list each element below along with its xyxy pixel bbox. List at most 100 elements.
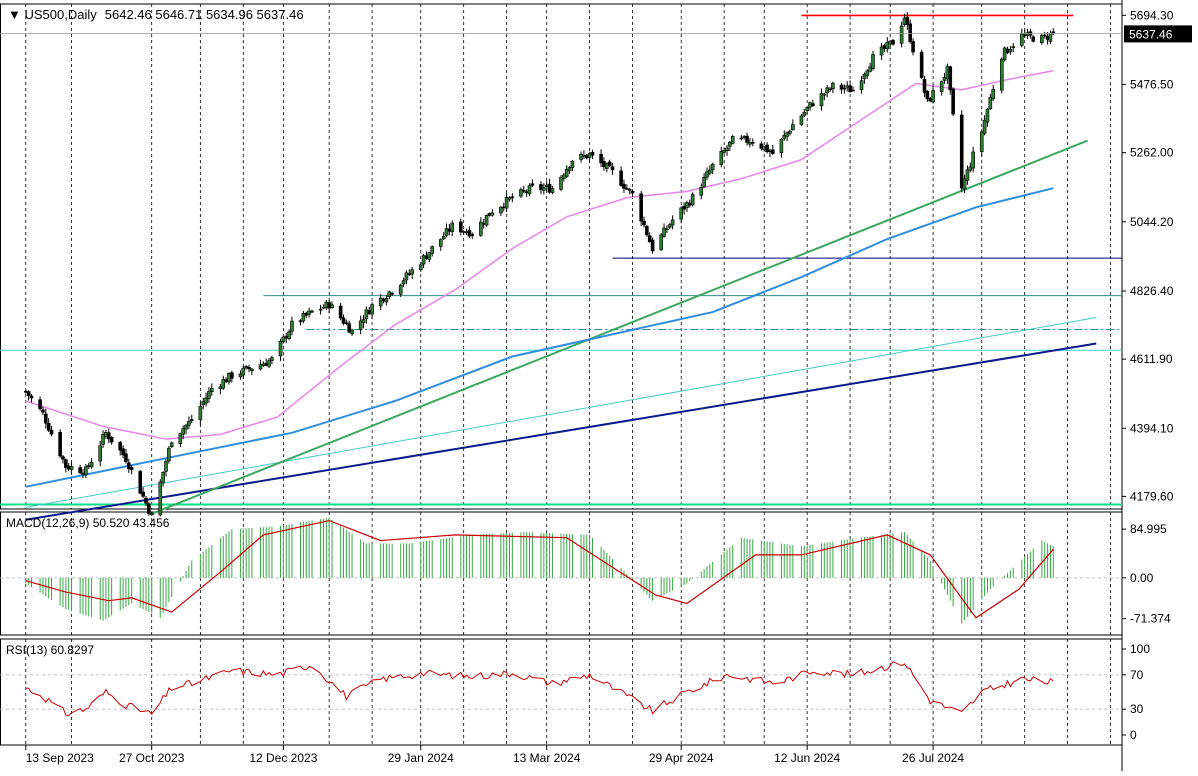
candle-body (679, 207, 684, 220)
candle-body (244, 366, 248, 369)
candle-body (23, 390, 28, 393)
candle-body (645, 226, 649, 236)
candle-body (825, 87, 829, 94)
candle-body (1022, 34, 1027, 37)
candle-body (630, 190, 635, 194)
trendline (151, 139, 1089, 515)
candle-body (198, 406, 203, 420)
candle-body (779, 138, 784, 154)
candle-body (118, 442, 123, 451)
candle-body (530, 183, 535, 186)
candle-body (189, 419, 194, 421)
candle-body (519, 189, 523, 197)
candle-body (358, 320, 363, 330)
candle-body (685, 202, 689, 208)
candle-body (559, 176, 563, 190)
candle-body (43, 413, 48, 424)
candle-body (542, 187, 546, 191)
candle-body (49, 429, 54, 435)
candle-body (201, 401, 206, 405)
candle-body (665, 228, 669, 231)
candle-body (464, 231, 469, 234)
candle-body (905, 16, 910, 25)
candle-body (791, 124, 795, 130)
candle-body (991, 89, 995, 100)
candle-body (610, 166, 615, 171)
candle-body (149, 513, 154, 516)
y-tick-label: 4394.10 (1130, 421, 1174, 435)
candle-body (570, 160, 575, 168)
candle-body (470, 234, 475, 236)
candle-body (424, 255, 429, 259)
candle-body (1048, 33, 1053, 42)
candle-body (619, 170, 623, 186)
candle-body (951, 88, 955, 115)
y-tick-label: 5476.50 (1130, 78, 1174, 92)
macd-y-tick-label: 84.995 (1130, 522, 1167, 536)
candle-body (444, 228, 449, 236)
candle-body (622, 183, 626, 189)
y-tick-label: 4611.90 (1130, 352, 1173, 366)
candle-body (58, 431, 62, 457)
candle-body (650, 239, 655, 252)
x-tick-label: 27 Oct 2023 (119, 751, 185, 765)
candle-body (965, 169, 970, 181)
candle-body (364, 309, 369, 319)
candle-body (728, 141, 732, 147)
candle-body (441, 236, 446, 240)
candle-body (759, 143, 764, 149)
candle-body (247, 367, 251, 370)
candle-body (461, 231, 466, 233)
candle-body (66, 465, 71, 470)
x-tick-label: 12 Jun 2024 (774, 751, 840, 765)
candle-body (690, 194, 695, 206)
candle-body (745, 135, 749, 143)
y-tick-label: 4179.60 (1130, 489, 1174, 503)
candle-body (164, 461, 168, 472)
candle-body (64, 459, 68, 468)
candle-body (267, 360, 271, 367)
candle-body (304, 312, 309, 316)
candle-body (479, 221, 483, 236)
rsi-y-tick-label: 70 (1130, 668, 1144, 682)
candle-body (187, 421, 191, 426)
candle-body (682, 205, 686, 210)
chart-header: ▼ US500,Daily 5642.46 5646.71 5634.96 563… (8, 7, 304, 22)
candle-body (499, 206, 503, 214)
candle-body (204, 397, 208, 404)
candle-body (410, 269, 414, 275)
candle-body (808, 102, 812, 108)
candle-body (521, 189, 526, 192)
candle-body (181, 428, 185, 435)
candle-body (925, 91, 930, 100)
candle-body (842, 87, 847, 90)
candle-body (805, 107, 809, 111)
header-title: US500,Daily (24, 7, 97, 22)
candle-body (625, 187, 629, 190)
candle-body (670, 219, 675, 226)
candle-body (1045, 36, 1050, 40)
candle-body (1031, 36, 1036, 42)
candle-body (78, 467, 82, 474)
candle-body (207, 391, 211, 399)
x-tick-label: 13 Mar 2024 (513, 751, 581, 765)
rsi-line (25, 660, 1054, 717)
candle-body (484, 215, 489, 226)
candle-body (971, 151, 975, 169)
y-tick-label: 4826.40 (1130, 284, 1174, 298)
candle-body (968, 166, 973, 171)
candle-body (421, 255, 426, 265)
candle-body (450, 222, 455, 232)
candle-body (1040, 35, 1044, 44)
candle-body (939, 81, 944, 92)
candle-body (109, 436, 114, 443)
candle-body (184, 424, 188, 430)
candle-body (221, 379, 226, 389)
axis-layer: 13 Sep 2023 27 Oct 2023 12 Dec 2023 29 Jan … (25, 8, 1192, 765)
candle-body (490, 212, 495, 216)
candle-body (510, 196, 515, 199)
candle-body (768, 150, 772, 153)
candle-body (147, 503, 151, 514)
